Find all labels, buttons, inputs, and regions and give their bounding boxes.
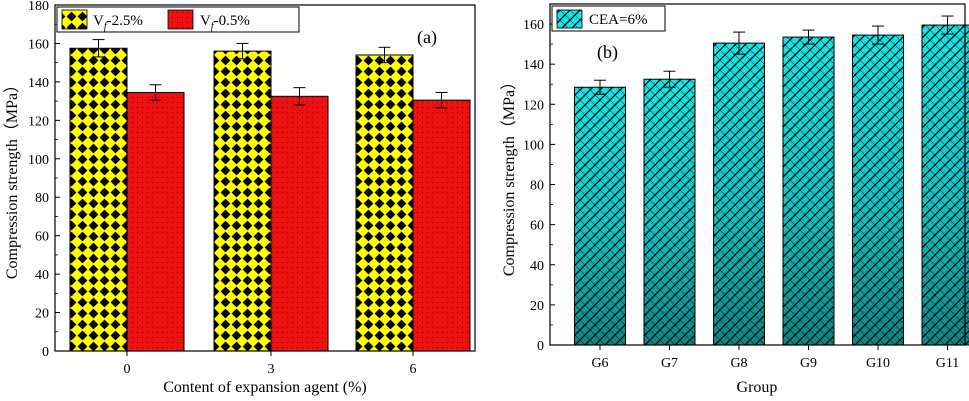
y-tick-label-a-60: 60 [35,230,49,245]
error-bar-a-s1-3 [293,87,306,106]
bar-b-G9 [782,36,835,346]
x-tick-label-b-G9: G9 [800,356,817,371]
panel-label-b: (b) [597,42,618,63]
ticks-b: 0 20 40 60 80 100 120 140 160 G6 G7 G8 G9 G10 G11 [523,3,960,371]
y-tick-label-a-120: 120 [28,114,49,129]
error-bar-a-s0-0 [92,39,105,58]
y-tick-label-a-0: 0 [42,345,49,360]
y-tick-label-a-140: 140 [28,76,49,91]
error-bar-b-G9 [802,29,815,45]
legend-b: CEA=6% [551,5,666,32]
bars-b [574,24,969,346]
bar-b-G10 [852,34,904,346]
y-tick-label-b-100: 100 [523,138,544,153]
error-bar-a-s0-3 [236,42,249,60]
y-tick-label-a-100: 100 [28,153,49,168]
error-bar-b-G7 [663,70,676,88]
bars-a [69,47,471,352]
y-tick-label-a-160: 160 [28,37,49,52]
error-bar-b-G6 [594,79,606,95]
ticks-a: 0 20 40 60 80 100 120 140 160 180 0 3 6 [28,0,417,377]
error-bars-a [92,39,448,109]
x-tick-label-b-G8: G8 [730,356,747,371]
bar-a-s0-3 [213,50,272,352]
error-bar-a-s1-0 [149,84,162,101]
error-bar-b-G11 [941,15,954,35]
legend-swatch-cea-6 [556,9,583,29]
legend-swatch-vf-0-5 [167,9,194,30]
legend-label-vf-0-5: Vf-0.5% [200,13,250,32]
y-axis-label-b: Compression strength（MPa） [500,74,518,276]
error-bar-b-G10 [872,25,884,45]
panel-label-a: (a) [417,27,437,48]
x-axis-label-a: Content of expansion agent (%) [163,379,367,396]
y-tick-label-a-40: 40 [35,268,49,283]
y-tick-label-b-120: 120 [523,98,544,113]
bar-b-G8 [713,42,765,346]
x-tick-label-a-0: 0 [124,362,131,377]
y-tick-label-b-0: 0 [537,339,544,354]
y-tick-label-b-140: 140 [523,58,544,73]
bar-b-G6 [574,86,626,346]
x-axis-label-b: Group [737,379,778,396]
bar-b-G7 [643,78,696,346]
y-tick-label-a-80: 80 [35,191,49,206]
y-tick-label-a-20: 20 [35,307,49,322]
x-tick-label-a-3: 3 [268,362,275,377]
y-tick-label-b-20: 20 [530,299,544,314]
y-tick-label-b-160: 160 [523,18,544,33]
plot-frame-a [54,4,476,352]
chart-panel-b: 0 20 40 60 80 100 120 140 160 G6 G7 G8 G9 G10 G11 CEA=… [500,3,969,396]
bar-a-s1-6 [412,99,471,352]
legend-label-cea-6: CEA=6% [589,12,647,28]
chart-panel-a: 0 20 40 60 80 100 120 140 160 180 0 3 6 Vf-2.5% Vf-0… [3,0,476,396]
y-tick-label-b-80: 80 [530,179,544,194]
bar-a-s1-3 [270,95,329,352]
legend-a: Vf-2.5% Vf-0.5% [56,6,300,33]
y-tick-label-b-60: 60 [530,219,544,234]
x-tick-label-a-6: 6 [410,362,417,377]
y-tick-label-a-180: 180 [28,0,49,14]
bar-b-G11 [921,24,969,346]
x-tick-label-b-G7: G7 [661,356,678,371]
legend-swatch-vf-2-5 [61,9,88,30]
y-axis-label-a: Compression strength（MPa） [3,77,21,279]
bar-a-s0-6 [355,54,414,352]
bar-a-s0-0 [69,47,128,352]
x-tick-label-b-G6: G6 [591,356,608,371]
error-bar-b-G8 [733,31,745,55]
error-bar-a-s0-6 [378,46,391,64]
legend-label-vf-2-5: Vf-2.5% [93,13,143,32]
y-tick-label-b-40: 40 [530,259,544,274]
x-tick-label-b-G10: G10 [866,356,890,371]
x-tick-label-b-G11: G11 [936,356,960,371]
error-bar-a-s1-6 [435,91,448,109]
plot-frame-b [549,3,966,346]
bar-a-s1-0 [126,91,185,352]
error-bars-b [594,15,954,95]
